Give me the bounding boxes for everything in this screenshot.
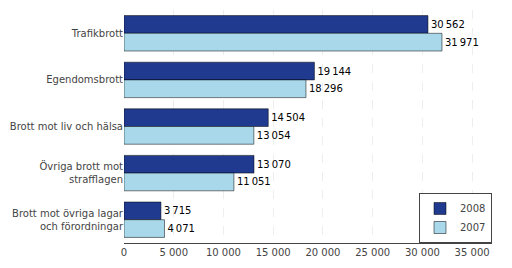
svg-text:4 071: 4 071 [167,223,194,234]
svg-text:18 296: 18 296 [309,83,343,94]
svg-text:13 070: 13 070 [257,159,291,170]
svg-text:Trafikbrott: Trafikbrott [71,28,123,39]
svg-text:3 715: 3 715 [164,205,191,216]
svg-text:Brott mot liv och hälsa: Brott mot liv och hälsa [10,121,123,132]
svg-text:19 144: 19 144 [317,66,351,77]
svg-text:11 051: 11 051 [237,176,271,187]
svg-text:14 504: 14 504 [271,112,305,123]
svg-text:31 971: 31 971 [445,37,479,48]
svg-text:35 000: 35 000 [455,247,490,258]
svg-text:Övriga brott motstrafflagen: Övriga brott motstrafflagen [40,160,124,185]
svg-text:2007: 2007 [460,222,485,233]
svg-text:30 562: 30 562 [431,19,465,30]
svg-text:30 000: 30 000 [405,247,440,258]
svg-text:25 000: 25 000 [355,247,390,258]
svg-text:15 000: 15 000 [256,247,291,258]
svg-text:0: 0 [121,247,127,258]
svg-text:2008: 2008 [460,203,485,214]
svg-text:Brott mot övriga lagaroch föro: Brott mot övriga lagaroch förordningar [12,208,124,232]
svg-text:5 000: 5 000 [159,247,188,258]
svg-text:13 054: 13 054 [257,130,291,141]
svg-text:Egendomsbrott: Egendomsbrott [46,74,123,85]
svg-text:10 000: 10 000 [206,247,241,258]
svg-text:20 000: 20 000 [305,247,340,258]
